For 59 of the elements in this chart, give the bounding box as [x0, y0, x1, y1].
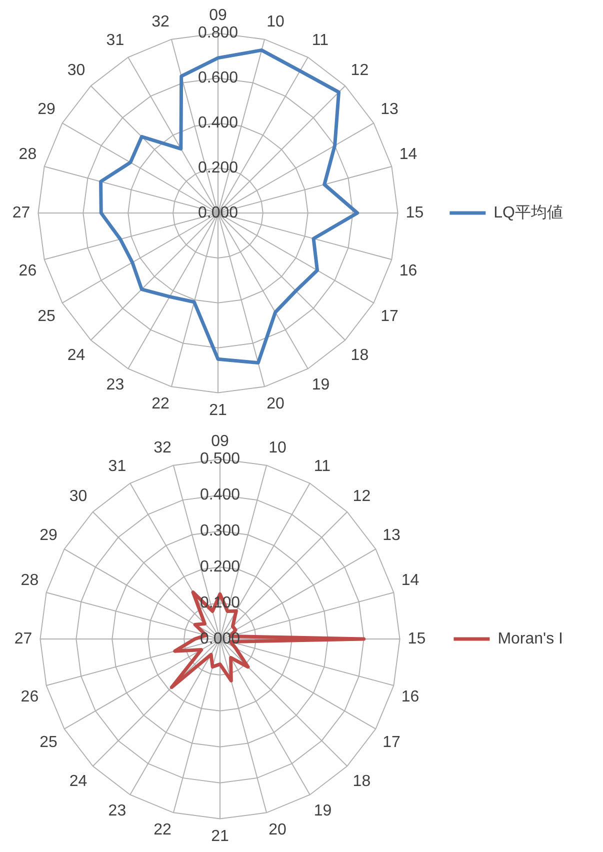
spoke-label: 23: [106, 376, 124, 394]
spoke-label: 18: [352, 772, 371, 790]
legend-label: LQ平均値: [494, 204, 563, 222]
spoke-label: 30: [67, 62, 86, 80]
spoke-label: 21: [211, 828, 229, 845]
y-tick-label: 0.000: [198, 204, 238, 222]
spoke-label: 32: [154, 439, 172, 456]
spoke-label: 22: [154, 821, 172, 838]
spoke-label: 26: [20, 688, 39, 706]
y-tick-label: 0.600: [198, 70, 238, 87]
spoke-label: 24: [67, 346, 86, 364]
spoke-label: 17: [382, 734, 401, 751]
y-tick-label: 0.400: [200, 486, 240, 504]
spoke-label: 31: [108, 458, 126, 476]
spoke-label: 28: [20, 572, 39, 590]
spoke-label: 21: [209, 402, 227, 419]
spoke-label: 09: [211, 433, 229, 450]
spoke-label: 11: [312, 32, 329, 50]
y-tick-label: 0.500: [200, 450, 240, 468]
spoke-label: 12: [350, 62, 369, 80]
spoke-label: 13: [380, 100, 399, 118]
spoke-label: 25: [40, 734, 58, 751]
spoke-label: 26: [18, 262, 37, 280]
spoke-label: 16: [401, 688, 420, 706]
spoke-label: 28: [18, 146, 37, 164]
y-tick-label: 0.200: [200, 558, 240, 576]
spoke-label: 29: [38, 100, 56, 118]
spoke-label: 10: [266, 13, 285, 30]
y-tick-label: 0.800: [198, 24, 238, 42]
spoke-label: 16: [399, 262, 418, 280]
spoke-label: 19: [314, 802, 332, 820]
spoke-label: 27: [14, 630, 32, 648]
spoke-label: 19: [312, 376, 330, 394]
spoke-label: 20: [266, 395, 285, 412]
spoke-label: 13: [382, 526, 401, 544]
spoke-label: 14: [401, 572, 420, 590]
y-tick-label: 0.300: [200, 522, 240, 540]
spoke-label: 23: [108, 802, 126, 820]
spoke-label: 32: [152, 13, 170, 30]
y-tick-label: 0.200: [198, 159, 238, 176]
spoke-label: 30: [69, 488, 88, 506]
spoke-label: 24: [69, 772, 88, 790]
spoke-label: 20: [268, 821, 287, 838]
spoke-label: 17: [380, 308, 399, 325]
spoke-label: 11: [314, 458, 331, 476]
spoke-label: 18: [350, 346, 369, 364]
spoke-label: 27: [12, 204, 30, 222]
spoke-label: 10: [268, 439, 287, 456]
spoke-label: 25: [38, 308, 56, 325]
spoke-label: 15: [408, 630, 426, 648]
spoke-label: 29: [40, 526, 58, 544]
spoke-label: 31: [106, 32, 124, 50]
spoke-label: 14: [399, 146, 418, 164]
spoke-label: 15: [406, 204, 424, 222]
spoke-label: 12: [352, 488, 371, 506]
legend-label: Moran's I: [498, 630, 563, 648]
y-tick-label: 0.400: [198, 114, 238, 132]
spoke-label: 22: [152, 395, 170, 412]
spoke-label: 09: [209, 7, 227, 24]
